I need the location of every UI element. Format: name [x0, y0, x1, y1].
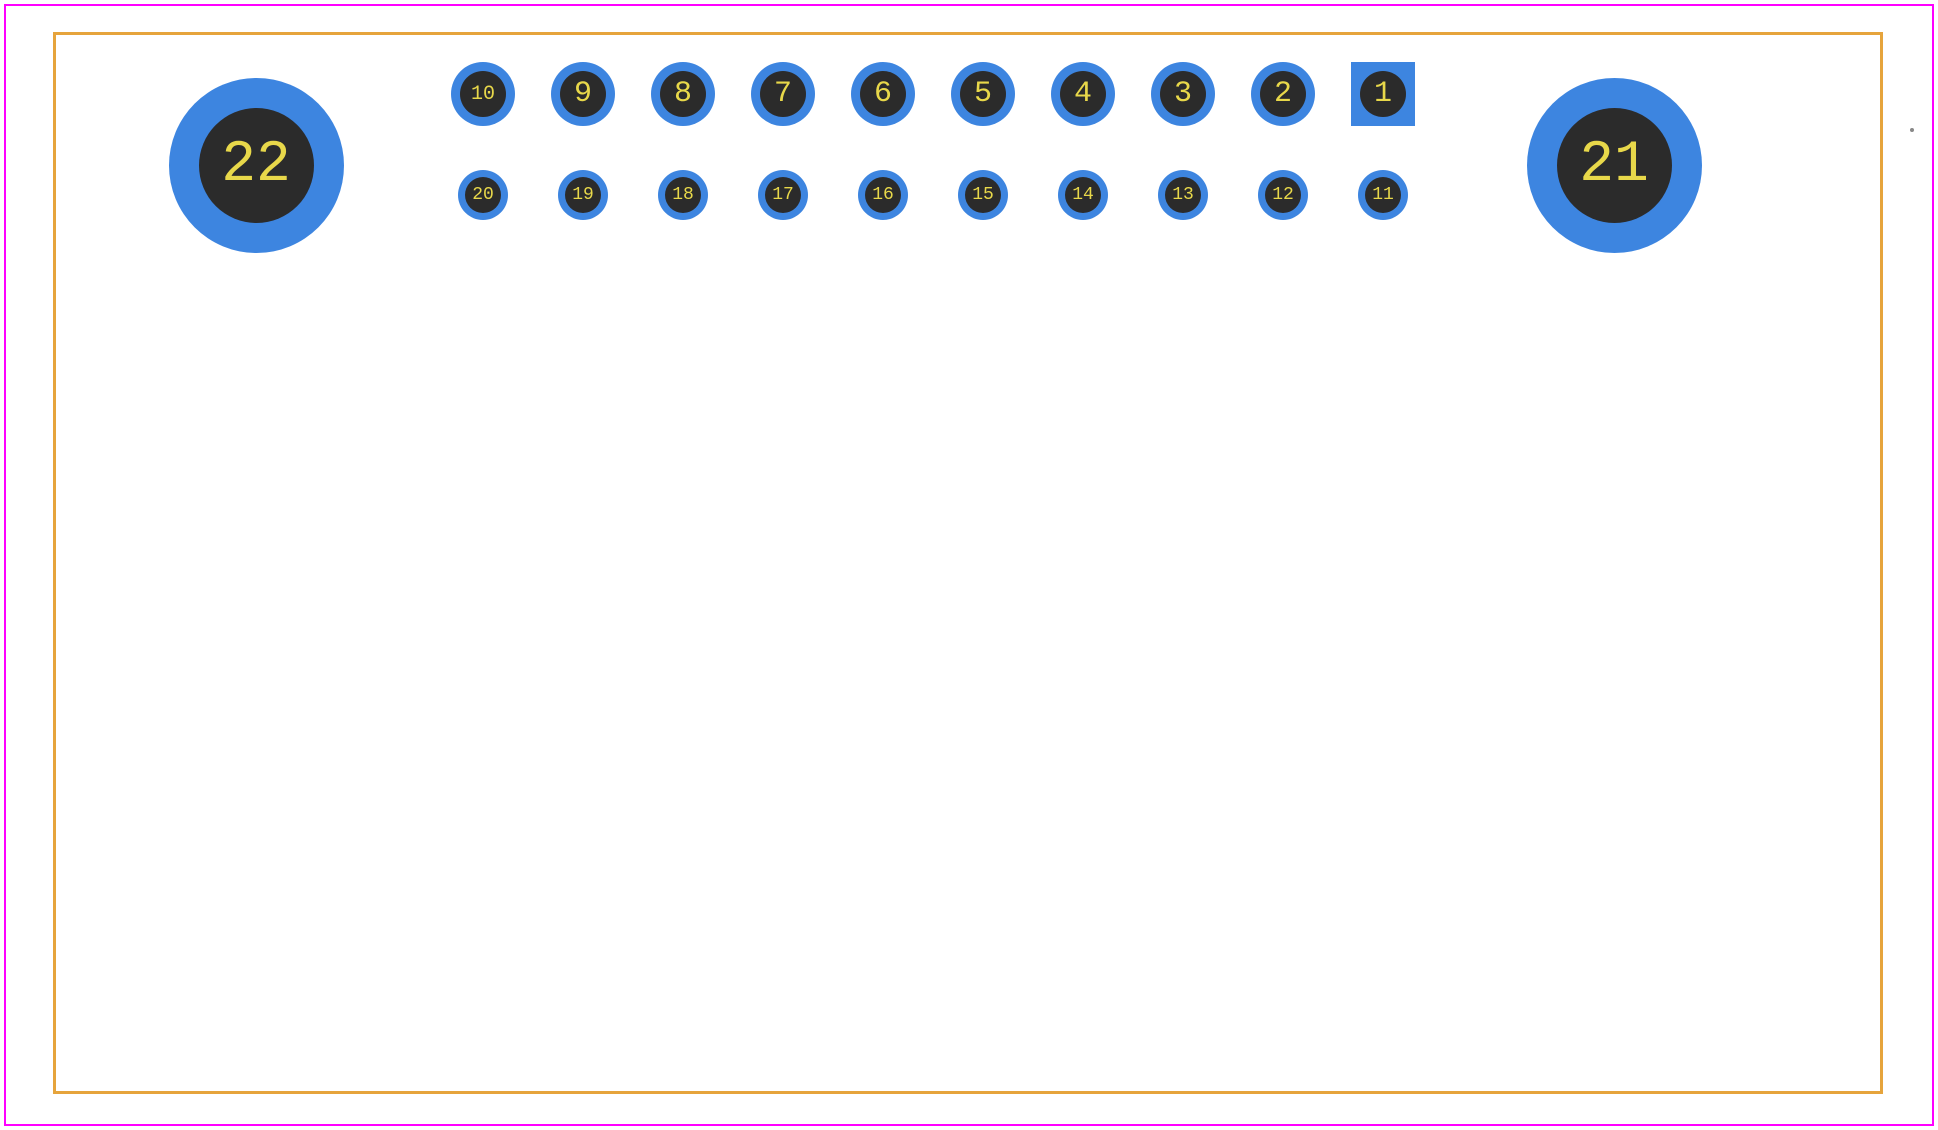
pad-hole-4: 4 — [1060, 71, 1106, 117]
pad-hole-13: 13 — [1165, 177, 1201, 213]
pad-hole-12: 12 — [1265, 177, 1301, 213]
pad-label-22: 22 — [221, 133, 291, 198]
pad-11: 11 — [1358, 170, 1408, 220]
pad-10: 10 — [451, 62, 515, 126]
pad-hole-22: 22 — [199, 108, 314, 223]
pad-16: 16 — [858, 170, 908, 220]
pad-hole-21: 21 — [1557, 108, 1672, 223]
pad-hole-3: 3 — [1160, 71, 1206, 117]
pad-label-15: 15 — [972, 185, 994, 205]
pad-label-19: 19 — [572, 185, 594, 205]
pad-19: 19 — [558, 170, 608, 220]
pad-label-1: 1 — [1374, 77, 1392, 111]
pad-label-9: 9 — [574, 77, 592, 111]
pad-hole-6: 6 — [860, 71, 906, 117]
origin-dot — [1910, 128, 1914, 132]
pad-9: 9 — [551, 62, 615, 126]
pad-hole-14: 14 — [1065, 177, 1101, 213]
pad-label-11: 11 — [1372, 185, 1394, 205]
pad-label-18: 18 — [672, 185, 694, 205]
pad-hole-5: 5 — [960, 71, 1006, 117]
pad-label-14: 14 — [1072, 185, 1094, 205]
pad-label-17: 17 — [772, 185, 794, 205]
pad-22: 22 — [169, 78, 344, 253]
pad-label-13: 13 — [1172, 185, 1194, 205]
pad-17: 17 — [758, 170, 808, 220]
pad-hole-10: 10 — [460, 71, 506, 117]
pad-hole-16: 16 — [865, 177, 901, 213]
pad-6: 6 — [851, 62, 915, 126]
pad-12: 12 — [1258, 170, 1308, 220]
pad-hole-15: 15 — [965, 177, 1001, 213]
pad-hole-19: 19 — [565, 177, 601, 213]
pad-label-2: 2 — [1274, 77, 1292, 111]
pad-label-5: 5 — [974, 77, 992, 111]
pad-1: 1 — [1351, 62, 1415, 126]
pad-18: 18 — [658, 170, 708, 220]
pad-hole-20: 20 — [465, 177, 501, 213]
pad-21: 21 — [1527, 78, 1702, 253]
pad-5: 5 — [951, 62, 1015, 126]
pad-4: 4 — [1051, 62, 1115, 126]
pad-label-20: 20 — [472, 185, 494, 205]
pad-label-21: 21 — [1579, 133, 1649, 198]
pad-7: 7 — [751, 62, 815, 126]
pad-label-7: 7 — [774, 77, 792, 111]
pad-14: 14 — [1058, 170, 1108, 220]
pad-hole-9: 9 — [560, 71, 606, 117]
pad-15: 15 — [958, 170, 1008, 220]
pad-3: 3 — [1151, 62, 1215, 126]
pad-label-8: 8 — [674, 77, 692, 111]
pad-hole-17: 17 — [765, 177, 801, 213]
pad-label-16: 16 — [872, 185, 894, 205]
pad-hole-1: 1 — [1360, 71, 1406, 117]
pad-20: 20 — [458, 170, 508, 220]
pad-13: 13 — [1158, 170, 1208, 220]
pad-label-3: 3 — [1174, 77, 1192, 111]
pad-label-6: 6 — [874, 77, 892, 111]
pad-hole-7: 7 — [760, 71, 806, 117]
pad-8: 8 — [651, 62, 715, 126]
pad-hole-2: 2 — [1260, 71, 1306, 117]
pad-hole-8: 8 — [660, 71, 706, 117]
pad-hole-11: 11 — [1365, 177, 1401, 213]
pad-label-4: 4 — [1074, 77, 1092, 111]
pad-label-10: 10 — [471, 83, 495, 106]
pad-2: 2 — [1251, 62, 1315, 126]
pad-label-12: 12 — [1272, 185, 1294, 205]
pad-hole-18: 18 — [665, 177, 701, 213]
